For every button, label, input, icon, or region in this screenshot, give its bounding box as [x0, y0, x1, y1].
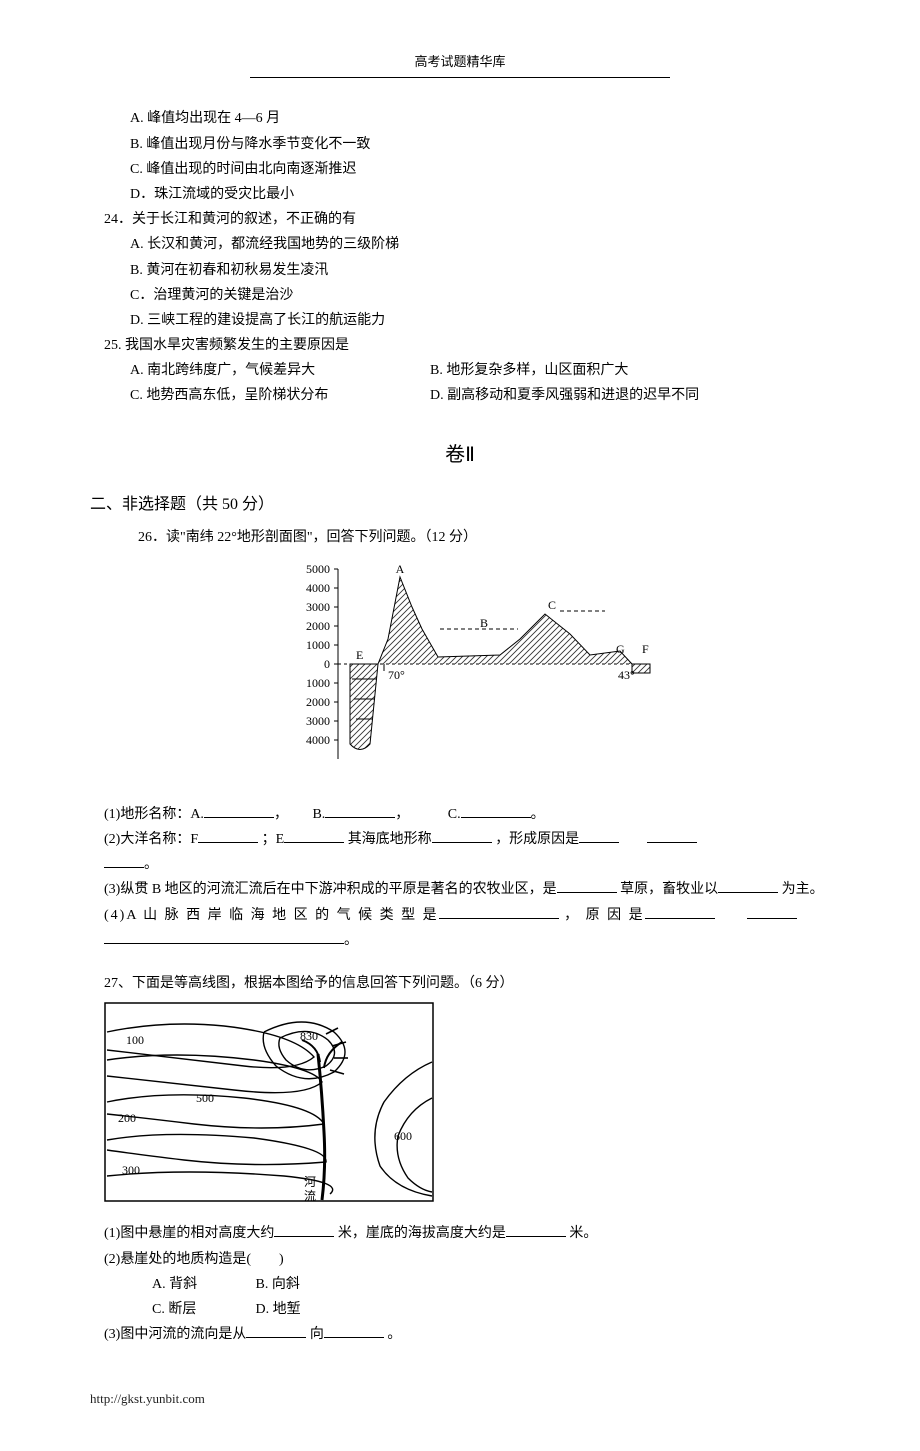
page-header: 高考试题精华库 — [90, 50, 830, 73]
q24-opt-d: D. 三峡工程的建设提高了长江的航运能力 — [90, 308, 830, 333]
label-E: E — [356, 648, 363, 662]
q24-opt-b: B. 黄河在初春和初秋易发生凌汛 — [90, 258, 830, 283]
q24-stem: 24．关于长江和黄河的叙述，不正确的有 — [90, 207, 830, 232]
label-A: A — [396, 562, 405, 576]
q25-stem: 25. 我国水旱灾害频繁发生的主要原因是 — [90, 333, 830, 358]
q26-stem: 26．读"南纬 22°地形剖面图"，回答下列问题。（12 分） — [90, 525, 830, 550]
q27-stem: 27、下面是等高线图，根据本图给予的信息回答下列问题。（6 分） — [90, 971, 830, 996]
q27-sub1: (1)图中悬崖的相对高度大约 米，崖底的海拔高度大约是 米。 — [104, 1221, 830, 1246]
q26-figure: 5000 4000 3000 2000 1000 0 1000 2000 300… — [90, 559, 830, 778]
footer-url: http://gkst.yunbit.com — [90, 1387, 830, 1410]
label-G: G — [616, 642, 625, 656]
ytick-n1000: 1000 — [306, 676, 330, 690]
label-F: F — [642, 642, 649, 656]
c-200: 200 — [118, 1111, 136, 1125]
q23-opt-b: B. 峰值出现月份与降水季节变化不一致 — [90, 132, 830, 157]
q27-figure: 100 200 300 500 600 830 河 流 — [104, 1002, 830, 1211]
c-300: 300 — [122, 1163, 140, 1177]
ytick-4000: 4000 — [306, 581, 330, 595]
header-rule — [250, 77, 670, 78]
lon-left: 70° — [388, 668, 405, 682]
c-830: 830 — [300, 1029, 318, 1043]
c-100: 100 — [126, 1033, 144, 1047]
q26-sub3: (3)纵贯 B 地区的河流汇流后在中下游冲积成的平原是著名的农牧业区，是 草原，… — [104, 877, 830, 902]
q27-sub3: (3)图中河流的流向是从 向 。 — [104, 1322, 830, 1347]
label-C: C — [548, 598, 556, 612]
q26-sub4: (4)A 山 脉 西 岸 临 海 地 区 的 气 候 类 型 是 ， 原 因 是… — [104, 903, 830, 953]
q27-sub2: (2)悬崖处的地质构造是( ) — [104, 1247, 830, 1272]
q23-opt-d: D．珠江流域的受灾比最小 — [90, 182, 830, 207]
ytick-n3000: 3000 — [306, 714, 330, 728]
ytick-n2000: 2000 — [306, 695, 330, 709]
ytick-5000: 5000 — [306, 562, 330, 576]
q23-opt-a: A. 峰值均出现在 4—6 月 — [90, 106, 830, 131]
q27-opt-c: C. 断层 — [152, 1297, 252, 1322]
q27-opt-b: B. 向斜 — [256, 1272, 356, 1297]
c-500: 500 — [196, 1091, 214, 1105]
river-lbl1: 河 — [304, 1175, 316, 1189]
ytick-n4000: 4000 — [306, 733, 330, 747]
section2-title: 二、非选择题（共 50 分） — [90, 491, 830, 520]
q24-opt-a: A. 长汉和黄河，都流经我国地势的三级阶梯 — [90, 232, 830, 257]
q26-sub1: (1)地形名称：A.， B.， C.。 — [104, 802, 830, 827]
ytick-2000: 2000 — [306, 619, 330, 633]
q25-opt-a: A. 南北跨纬度广，气候差异大 — [130, 358, 430, 383]
ytick-0: 0 — [324, 657, 330, 671]
c-600: 600 — [394, 1129, 412, 1143]
volume-title: 卷Ⅱ — [90, 437, 830, 473]
river-lbl2: 流 — [304, 1189, 316, 1202]
ytick-3000: 3000 — [306, 600, 330, 614]
q26-sub2: (2)大洋名称：F ；E 其海底地形称 ，形成原因是 。 — [104, 827, 830, 877]
q23-opt-c: C. 峰值出现的时间由北向南逐渐推迟 — [90, 157, 830, 182]
ytick-1000: 1000 — [306, 638, 330, 652]
q25-opt-b: B. 地形复杂多样，山区面积广大 — [430, 358, 628, 383]
q25-opt-c: C. 地势西高东低，呈阶梯状分布 — [130, 383, 430, 408]
q27-opt-d: D. 地堑 — [256, 1297, 356, 1322]
q25-opt-d: D. 副高移动和夏季风强弱和进退的迟早不同 — [430, 383, 699, 408]
q24-opt-c: C．治理黄河的关键是治沙 — [90, 283, 830, 308]
q27-opt-a: A. 背斜 — [152, 1272, 252, 1297]
label-B: B — [480, 616, 488, 630]
